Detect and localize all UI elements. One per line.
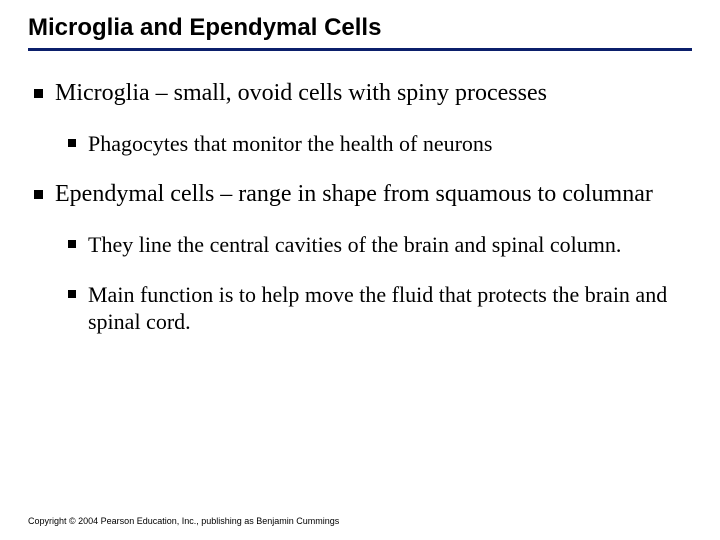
- square-bullet-icon: [34, 190, 43, 199]
- bullet-level1: Ependymal cells – range in shape from sq…: [34, 180, 692, 209]
- bullet-text: They line the central cavities of the br…: [88, 231, 621, 259]
- bullet-text: Microglia – small, ovoid cells with spin…: [55, 79, 547, 108]
- bullet-text: Ependymal cells – range in shape from sq…: [55, 180, 653, 209]
- bullet-level2: Phagocytes that monitor the health of ne…: [68, 130, 692, 158]
- slide-container: Microglia and Ependymal Cells Microglia …: [0, 0, 720, 336]
- bullet-level2: Main function is to help move the fluid …: [68, 281, 692, 336]
- bullet-level2: They line the central cavities of the br…: [68, 231, 692, 259]
- bullet-text: Main function is to help move the fluid …: [88, 281, 692, 336]
- bullet-level1: Microglia – small, ovoid cells with spin…: [34, 79, 692, 108]
- square-bullet-icon: [68, 139, 76, 147]
- title-underline: [28, 48, 692, 51]
- square-bullet-icon: [34, 89, 43, 98]
- square-bullet-icon: [68, 290, 76, 298]
- copyright-notice: Copyright © 2004 Pearson Education, Inc.…: [28, 516, 339, 526]
- square-bullet-icon: [68, 240, 76, 248]
- slide-content: Microglia – small, ovoid cells with spin…: [28, 79, 692, 336]
- bullet-text: Phagocytes that monitor the health of ne…: [88, 130, 492, 158]
- slide-title: Microglia and Ependymal Cells: [28, 14, 692, 48]
